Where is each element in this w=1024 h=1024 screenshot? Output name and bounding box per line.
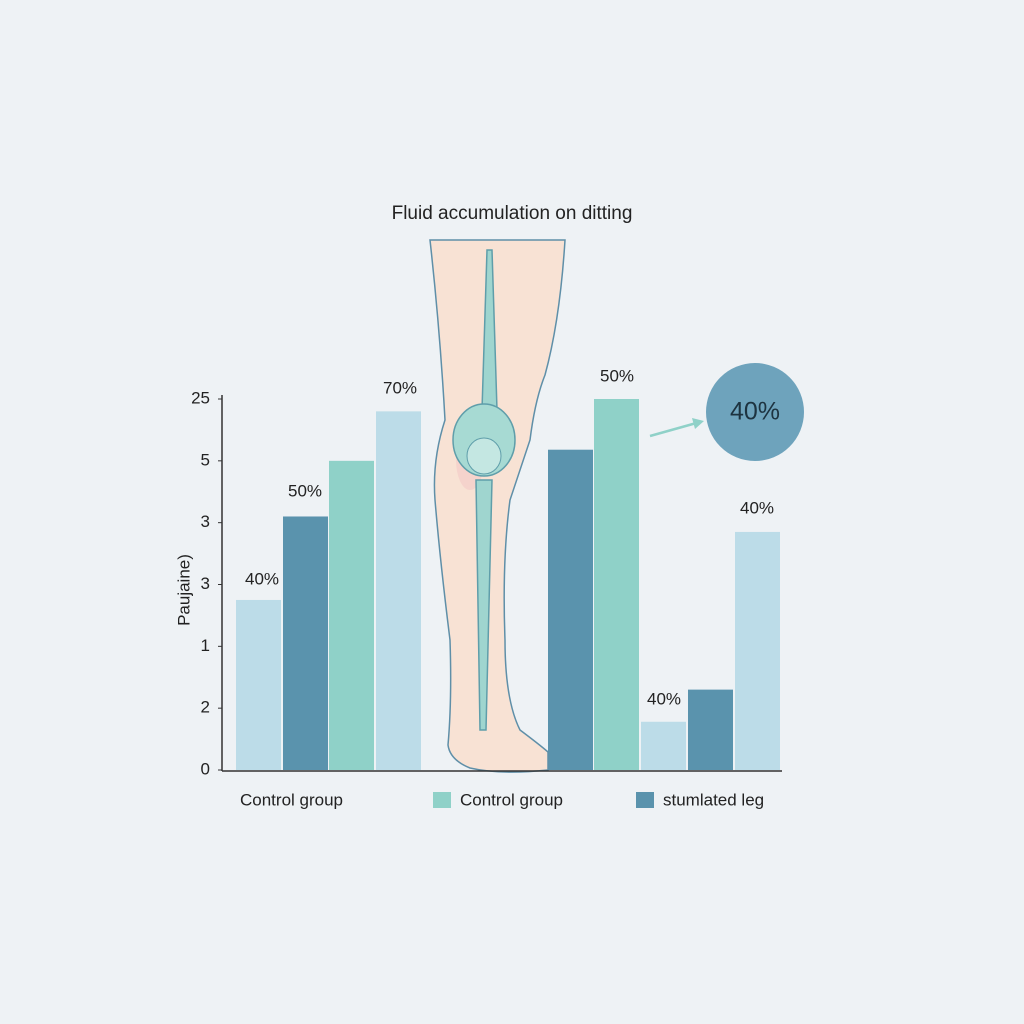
annotation: 40% <box>245 569 279 588</box>
callout-circle <box>706 363 804 461</box>
y-axis-label: Paujaine) <box>174 554 193 626</box>
legend-swatch <box>636 792 654 808</box>
chart-title: Fluid accumulation on ditting <box>392 203 633 224</box>
legend-swatch <box>433 792 451 808</box>
bar <box>548 449 593 770</box>
y-tick-label: 2 <box>201 698 210 717</box>
bar <box>283 516 328 770</box>
callout-text: 40% <box>730 398 780 426</box>
kneecap <box>466 437 502 475</box>
annotation: 50% <box>600 366 634 385</box>
leg-illustration <box>429 239 566 773</box>
annotation: 50% <box>288 481 322 500</box>
y-tick-label: 1 <box>201 636 210 655</box>
annotation: 40% <box>740 498 774 517</box>
arrow <box>649 420 701 438</box>
bar <box>594 399 639 770</box>
y-tick-label: 3 <box>201 574 210 593</box>
legend-label: Control group <box>240 790 343 809</box>
y-tick-label: 0 <box>201 759 210 778</box>
bar <box>688 689 733 770</box>
tibia <box>475 479 493 731</box>
bar <box>641 721 686 770</box>
y-tick-label: 25 <box>191 388 210 407</box>
y-tick-label: 5 <box>201 450 210 469</box>
bar <box>376 411 421 770</box>
bar <box>236 599 281 770</box>
annotation: 70% <box>383 378 417 397</box>
bar <box>735 531 780 770</box>
legend-label: Control group <box>460 790 563 809</box>
arrow-head <box>692 418 704 429</box>
annotation: 40% <box>647 689 681 708</box>
y-tick-label: 3 <box>201 512 210 531</box>
bar <box>329 460 374 770</box>
legend-label: stumlated leg <box>663 790 764 809</box>
